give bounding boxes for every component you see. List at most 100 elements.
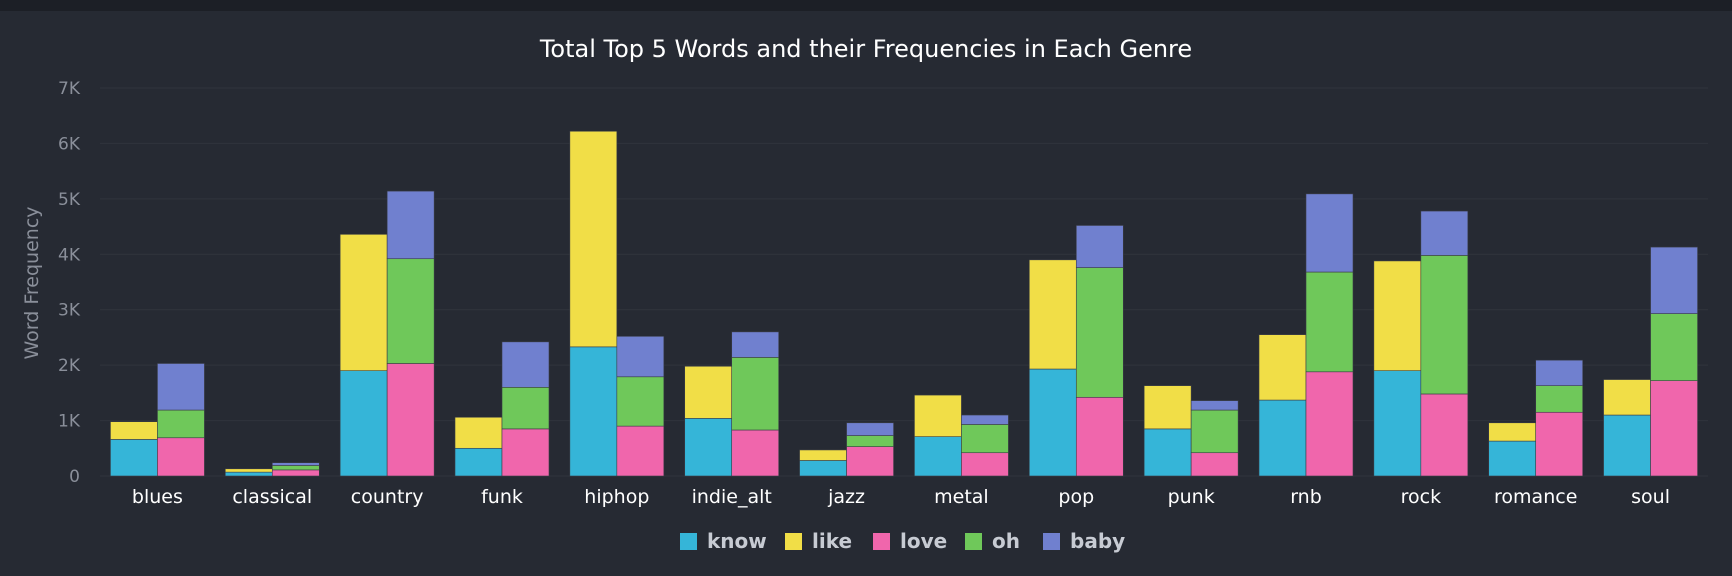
x-tick-label: country xyxy=(351,486,424,508)
bar-segment-baby-rock xyxy=(1420,210,1469,256)
bar-segment-baby-metal xyxy=(961,414,1009,425)
legend-swatch-love xyxy=(873,533,890,550)
bar-segment-oh-rock xyxy=(1420,255,1469,395)
bar-segment-know-indie_alt xyxy=(684,418,733,477)
bar-segment-like-metal xyxy=(914,394,962,437)
x-tick-label: romance xyxy=(1494,486,1577,508)
bar-segment-know-rnb xyxy=(1258,399,1307,477)
x-tick-label: classical xyxy=(232,486,312,508)
bar-segment-like-country xyxy=(339,234,388,371)
legend: know like love oh baby xyxy=(680,529,1125,553)
x-tick-label: funk xyxy=(481,486,523,508)
bar-segment-know-metal xyxy=(914,436,962,477)
bar-segment-know-country xyxy=(339,370,388,477)
y-tick-label: 6K xyxy=(58,134,81,154)
legend-label-know: know xyxy=(707,529,767,553)
x-tick-label: rnb xyxy=(1290,486,1322,508)
bar-segment-know-rock xyxy=(1373,370,1422,477)
bar-segment-know-jazz xyxy=(799,460,847,477)
legend-swatch-know xyxy=(680,533,697,550)
bar-segment-like-romance xyxy=(1488,422,1537,442)
legend-swatch-like xyxy=(785,533,802,550)
bar-segment-love-jazz xyxy=(846,446,894,477)
chart-title: Total Top 5 Words and their Frequencies … xyxy=(539,35,1192,63)
x-tick-label: jazz xyxy=(827,486,865,508)
legend-swatch-oh xyxy=(965,533,982,550)
bar-segment-like-blues xyxy=(110,421,158,440)
bar-segment-know-classical xyxy=(224,471,273,477)
bar-segment-like-rock xyxy=(1373,260,1422,371)
y-tick-label: 5K xyxy=(58,190,81,210)
bar-segment-oh-blues xyxy=(157,409,205,439)
bar-segment-love-classical xyxy=(271,469,320,477)
bar-segment-love-indie_alt xyxy=(731,429,780,477)
bar-segment-love-hiphop xyxy=(616,425,665,477)
y-axis-label: Word Frequency xyxy=(21,206,43,359)
legend-label-like: like xyxy=(812,529,852,553)
bar-segment-like-classical xyxy=(224,468,273,473)
bar-segment-know-funk xyxy=(454,447,503,477)
bar-segment-baby-country xyxy=(386,190,435,260)
bar-segment-baby-funk xyxy=(501,341,550,388)
y-tick-label: 0 xyxy=(69,467,80,487)
y-tick-label: 4K xyxy=(58,245,81,265)
bar-segment-like-jazz xyxy=(799,449,847,461)
x-axis-ticks: blues classical country funk hiphop indie_alt… xyxy=(132,486,1670,508)
x-tick-label: punk xyxy=(1168,486,1215,508)
bar-segment-oh-soul xyxy=(1650,313,1698,381)
bar-segment-love-pop xyxy=(1075,396,1124,477)
bar-segment-love-metal xyxy=(961,452,1009,477)
y-tick-label: 3K xyxy=(58,301,81,321)
x-tick-label: metal xyxy=(934,486,989,508)
bar-segment-love-rnb xyxy=(1305,371,1354,477)
bar-segment-know-pop xyxy=(1028,368,1077,477)
bar-segment-love-country xyxy=(386,363,435,477)
bar-segment-baby-jazz xyxy=(846,422,894,436)
bar-segment-love-punk xyxy=(1190,452,1239,477)
bar-segment-oh-jazz xyxy=(846,435,894,447)
bar-segment-baby-soul xyxy=(1650,246,1698,314)
bar-segment-love-soul xyxy=(1650,380,1698,477)
top-strip xyxy=(0,0,1732,11)
bar-segment-baby-blues xyxy=(157,363,205,411)
y-tick-label: 7K xyxy=(58,79,81,99)
y-tick-label: 1K xyxy=(58,412,81,432)
legend-label-love: love xyxy=(900,529,947,553)
legend-swatch-baby xyxy=(1043,533,1060,550)
bar-segment-love-rock xyxy=(1420,393,1469,477)
bar-segment-know-hiphop xyxy=(569,346,618,477)
bar-segment-like-rnb xyxy=(1258,334,1307,401)
bar-segment-like-hiphop xyxy=(569,130,618,348)
bars xyxy=(110,130,1698,477)
bar-segment-baby-classical xyxy=(271,462,320,466)
bar-segment-baby-romance xyxy=(1535,359,1584,386)
bar-segment-oh-punk xyxy=(1190,409,1239,454)
bar-segment-love-romance xyxy=(1535,411,1584,477)
bar-segment-love-funk xyxy=(501,428,550,477)
bar-segment-love-blues xyxy=(157,437,205,477)
x-tick-label: soul xyxy=(1631,486,1670,508)
bar-segment-know-blues xyxy=(110,439,158,477)
bar-segment-know-romance xyxy=(1488,440,1537,477)
bar-segment-like-pop xyxy=(1028,259,1077,370)
bar-segment-baby-pop xyxy=(1075,225,1124,268)
y-axis-ticks: 0 1K 2K 3K 4K 5K 6K 7K xyxy=(58,79,81,487)
y-tick-label: 2K xyxy=(58,356,81,376)
bar-segment-oh-metal xyxy=(961,424,1009,454)
x-tick-label: blues xyxy=(132,486,183,508)
bar-segment-like-funk xyxy=(454,416,503,449)
bar-segment-baby-indie_alt xyxy=(731,331,780,358)
x-tick-label: rock xyxy=(1401,486,1441,508)
bar-segment-like-indie_alt xyxy=(684,365,733,419)
x-tick-label: hiphop xyxy=(584,486,649,508)
bar-segment-oh-classical xyxy=(271,465,320,471)
bar-segment-oh-rnb xyxy=(1305,271,1354,373)
bar-segment-baby-hiphop xyxy=(616,336,665,378)
bar-segment-oh-indie_alt xyxy=(731,357,780,431)
bar-segment-oh-funk xyxy=(501,387,550,430)
bar-segment-baby-rnb xyxy=(1305,193,1354,273)
bar-segment-oh-pop xyxy=(1075,267,1124,398)
legend-label-baby: baby xyxy=(1070,529,1125,553)
bar-segment-know-punk xyxy=(1143,428,1192,477)
